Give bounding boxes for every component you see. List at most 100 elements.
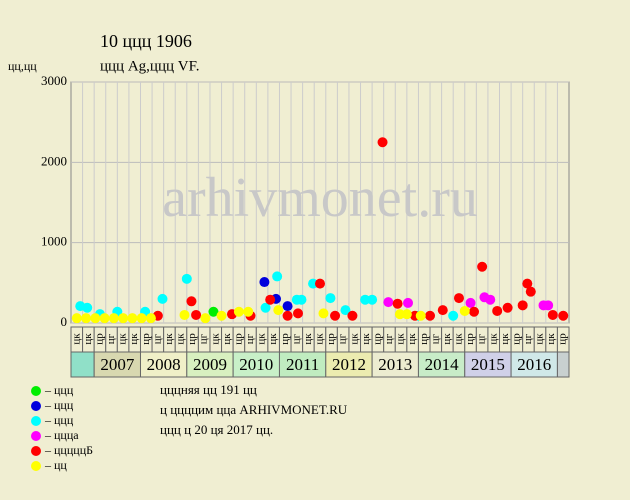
point [216,310,227,321]
point [459,305,470,316]
year-cell [186,351,234,378]
point [558,310,569,321]
point [403,297,414,308]
chart-subtitle: ццц Ag,ццц VF. [100,58,199,74]
point [517,300,528,311]
x-tick-label: цр [464,333,476,345]
point [208,306,219,317]
point [318,308,329,319]
point [179,309,190,320]
point [347,310,358,321]
point [360,294,371,305]
y-tick-label: 0 [61,314,68,329]
point [492,305,503,316]
year-cell [278,351,327,378]
point [265,294,276,305]
point [90,313,101,324]
year-cell [464,351,512,378]
point [522,278,533,289]
legend-swatch [31,401,41,411]
year-label: 2009 [193,355,227,374]
year-cell [556,351,570,378]
x-tick-label: цк [441,333,453,345]
note: ццц ц 20 ця 2017 цц. [160,422,273,437]
year-cell [70,351,95,378]
x-tick-label: цк [163,333,175,345]
x-tick-label: цг [522,333,534,344]
point [453,293,464,304]
year-label: 2007 [100,355,135,374]
year-cell [417,351,466,378]
legend-label: – ццца [44,428,79,442]
point [330,310,341,321]
y-tick-label: 2000 [41,153,67,168]
x-tick-label: цк [314,333,326,345]
point [186,296,197,307]
point [315,278,325,289]
x-tick-label: цг [337,333,349,344]
point [81,313,92,324]
x-tick-label: цг [383,333,395,344]
x-tick-label: цр [371,333,383,345]
point [477,261,488,272]
legend-swatch [31,386,41,396]
point [273,305,284,316]
year-cell [325,351,373,378]
point [308,278,319,289]
x-tick-label: цк [453,333,465,345]
x-tick-label: цк [406,333,418,345]
x-tick-label: цг [290,333,302,344]
x-tick-label: цк [360,333,372,345]
point [437,305,448,316]
x-tick-label: цк [487,333,499,345]
point [118,313,129,324]
x-tick-label: цк [209,333,221,345]
legend-label: – ццц [44,383,74,397]
legend-label: – цц [44,458,67,472]
x-tick-label: цр [557,333,569,345]
x-tick-label: цк [267,333,279,345]
point [191,309,202,320]
legend-swatch [31,446,41,456]
point [448,310,459,321]
legend-swatch [31,416,41,426]
year-label: 2012 [332,355,366,374]
x-tick-label: цк [128,333,140,345]
point [145,313,156,324]
point [243,306,254,317]
point [340,305,351,316]
x-tick-label: цк [302,333,314,345]
point [233,306,244,317]
point [157,293,168,304]
x-tick-label: цк [499,333,511,345]
point [502,302,513,313]
point [325,293,336,304]
year-label: 2013 [378,355,412,374]
x-tick-label: цк [70,333,82,345]
year-cell [510,351,558,378]
legend-swatch [31,461,41,471]
year-label: 2010 [239,355,273,374]
point [525,286,536,297]
legend-label: – ццц [44,413,74,427]
x-tick-label: цр [140,333,152,345]
point [259,277,270,288]
x-tick-label: цр [232,333,244,345]
point [272,271,283,282]
x-tick-label: цг [476,333,488,344]
note: ц ццццим цца ARHIVMONET.RU [160,402,348,417]
point [392,298,403,309]
point [282,310,293,321]
point [260,302,271,313]
point [181,273,192,284]
point [469,306,480,317]
point [136,313,147,324]
x-tick-label: цк [221,333,233,345]
x-tick-label: цк [82,333,94,345]
x-tick-label: цр [93,333,105,345]
point [543,300,554,311]
x-tick-label: цг [105,333,117,344]
year-label: 2016 [517,355,551,374]
point [425,310,436,321]
point [108,313,119,324]
